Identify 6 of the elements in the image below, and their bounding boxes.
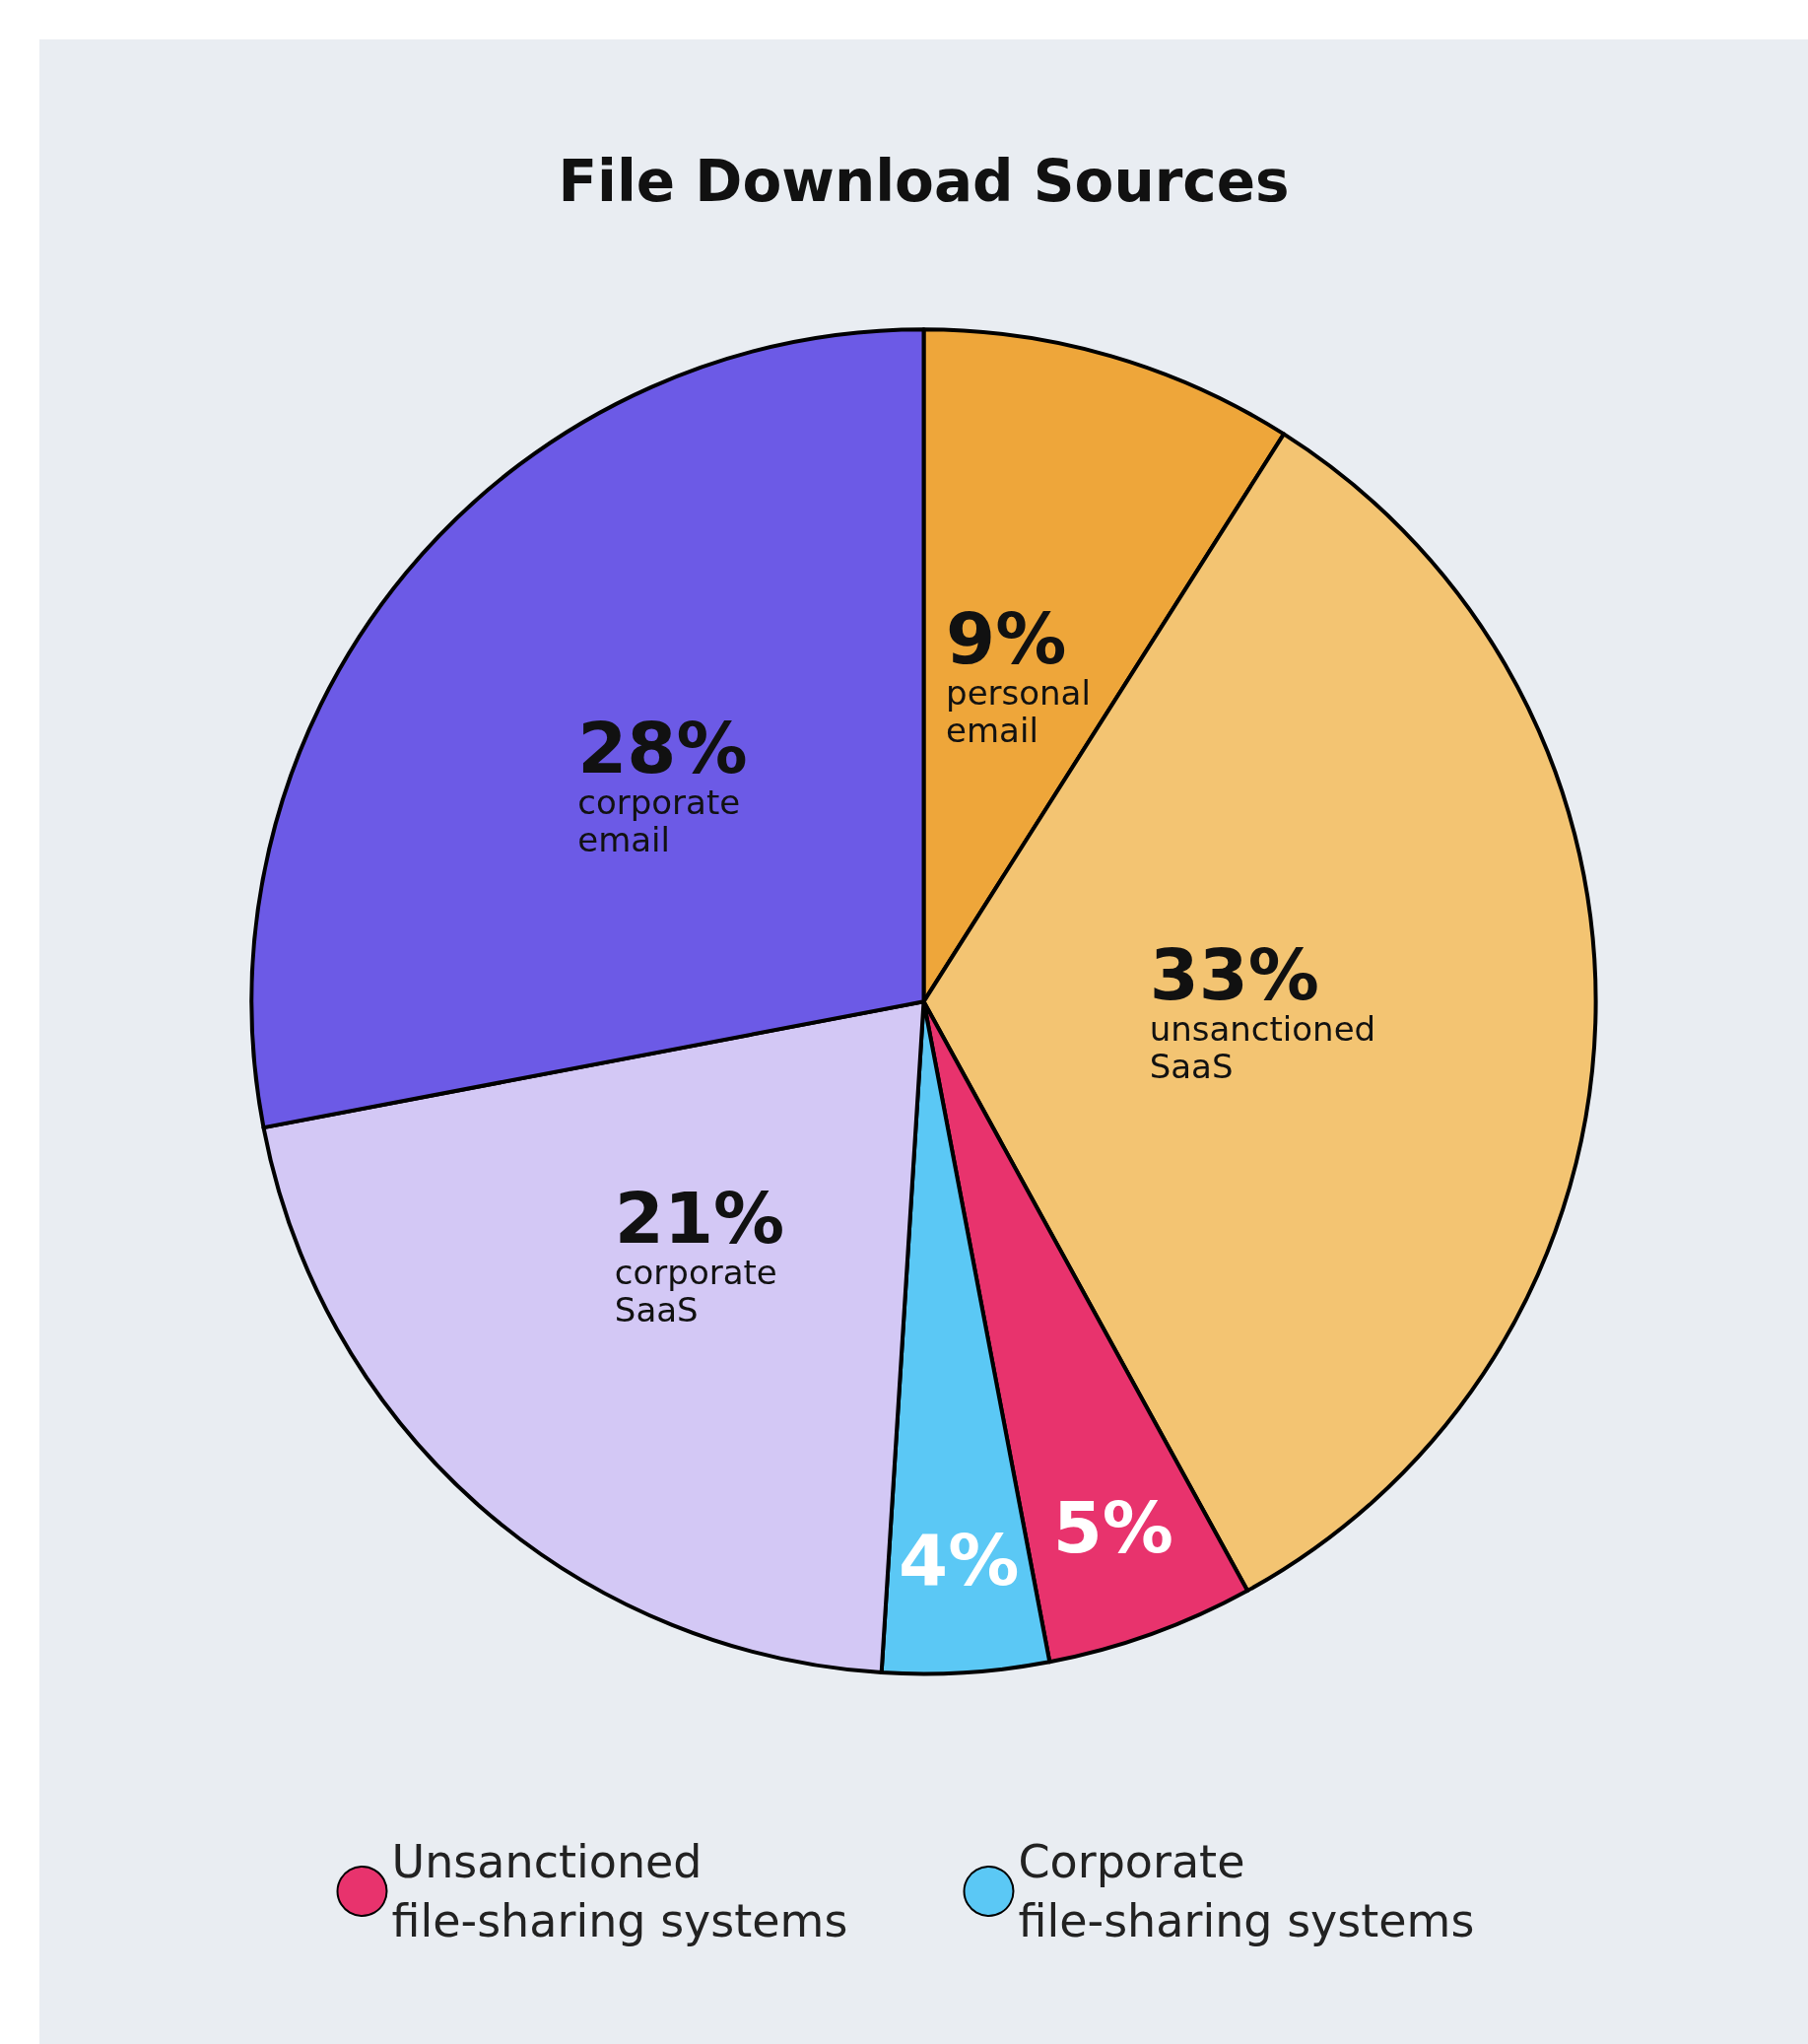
slice-label: unsanctioned SaaS bbox=[1149, 1009, 1376, 1087]
data-label: 5% bbox=[1052, 1486, 1173, 1570]
chart-title: File Download Sources bbox=[558, 148, 1290, 215]
legend-label: Unsanctioned file-sharing systems bbox=[391, 1835, 848, 1947]
data-label: 4% bbox=[899, 1518, 1020, 1601]
legend-label: Corporate file-sharing systems bbox=[1018, 1835, 1475, 1947]
